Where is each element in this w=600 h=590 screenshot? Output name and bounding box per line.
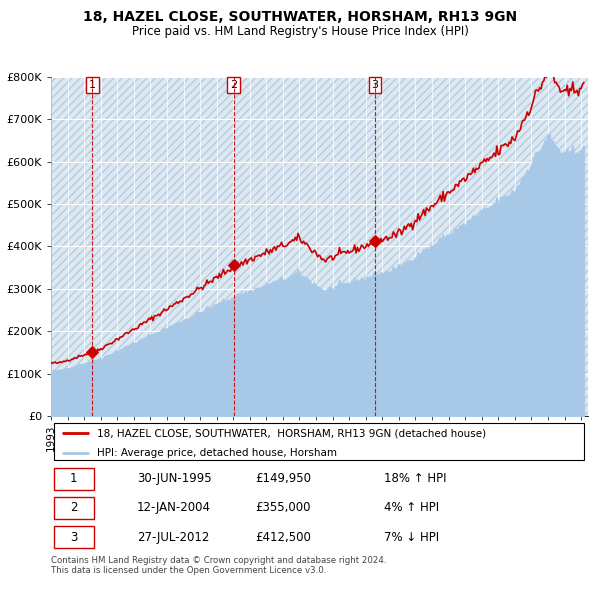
Text: 18% ↑ HPI: 18% ↑ HPI (384, 473, 446, 486)
FancyBboxPatch shape (53, 423, 584, 460)
Text: Price paid vs. HM Land Registry's House Price Index (HPI): Price paid vs. HM Land Registry's House … (131, 25, 469, 38)
Text: £149,950: £149,950 (255, 473, 311, 486)
FancyBboxPatch shape (53, 468, 94, 490)
Point (229, 261, 239, 270)
FancyBboxPatch shape (53, 526, 94, 548)
Text: 7% ↓ HPI: 7% ↓ HPI (384, 530, 439, 543)
Text: £355,000: £355,000 (255, 502, 311, 514)
Text: 2: 2 (70, 502, 77, 514)
Text: 3: 3 (70, 530, 77, 543)
Text: 18, HAZEL CLOSE, SOUTHWATER, HORSHAM, RH13 9GN: 18, HAZEL CLOSE, SOUTHWATER, HORSHAM, RH… (83, 10, 517, 24)
Text: 2: 2 (230, 80, 237, 90)
Text: 18, HAZEL CLOSE, SOUTHWATER,  HORSHAM, RH13 9GN (detached house): 18, HAZEL CLOSE, SOUTHWATER, HORSHAM, RH… (97, 428, 486, 438)
Text: 1: 1 (70, 473, 77, 486)
Point (370, 237, 380, 246)
Text: 12-JAN-2004: 12-JAN-2004 (137, 502, 211, 514)
Text: 30-JUN-1995: 30-JUN-1995 (137, 473, 212, 486)
Text: Contains HM Land Registry data © Crown copyright and database right 2024.: Contains HM Land Registry data © Crown c… (51, 556, 386, 565)
Text: 1: 1 (89, 80, 96, 90)
Text: 3: 3 (371, 80, 379, 90)
Text: £412,500: £412,500 (255, 530, 311, 543)
Point (88, 348, 97, 357)
FancyBboxPatch shape (53, 497, 94, 519)
Text: 27-JUL-2012: 27-JUL-2012 (137, 530, 209, 543)
Text: HPI: Average price, detached house, Horsham: HPI: Average price, detached house, Hors… (97, 448, 337, 458)
Text: This data is licensed under the Open Government Licence v3.0.: This data is licensed under the Open Gov… (51, 566, 326, 575)
Text: 4% ↑ HPI: 4% ↑ HPI (384, 502, 439, 514)
